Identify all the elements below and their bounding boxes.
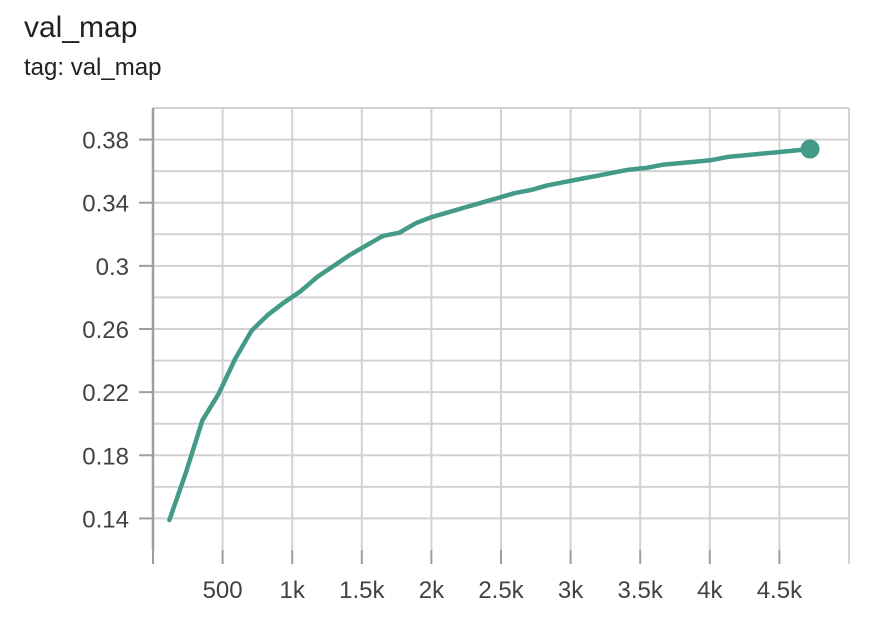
- y-tick-label: 0.34: [82, 191, 129, 218]
- y-tick-label: 0.18: [82, 443, 129, 470]
- x-tick-label: 500: [203, 577, 243, 604]
- y-tick-label: 0.22: [82, 380, 129, 407]
- chart-tag-label: tag: val_map: [24, 54, 162, 81]
- major-gridlines: [153, 108, 849, 550]
- x-tick-label: 3k: [558, 577, 584, 604]
- x-tick-label: 2.5k: [478, 577, 524, 604]
- y-tick-label: 0.38: [82, 128, 129, 155]
- x-tick-label: 3.5k: [618, 577, 664, 604]
- y-axis-ticks: 0.14 0.18 0.22 0.26 0.3 0.34 0.38: [82, 128, 153, 533]
- x-tick-label: 4.5k: [757, 577, 803, 604]
- x-tick-label: 2k: [419, 577, 445, 604]
- y-tick-label: 0.3: [96, 254, 129, 281]
- x-tick-label: 4k: [697, 577, 723, 604]
- chart-title: val_map: [24, 11, 138, 44]
- series-end-point: [800, 139, 820, 159]
- y-tick-label: 0.14: [82, 506, 129, 533]
- series-group: [167, 139, 820, 523]
- y-tick-label: 0.26: [82, 317, 129, 344]
- x-tick-label: 1.5k: [339, 577, 385, 604]
- x-tick-label: 1k: [280, 577, 306, 604]
- x-axis-ticks: 500 1k 1.5k 2k 2.5k 3k 3.5k 4k 4.5k: [203, 550, 803, 604]
- series-line: [167, 146, 813, 523]
